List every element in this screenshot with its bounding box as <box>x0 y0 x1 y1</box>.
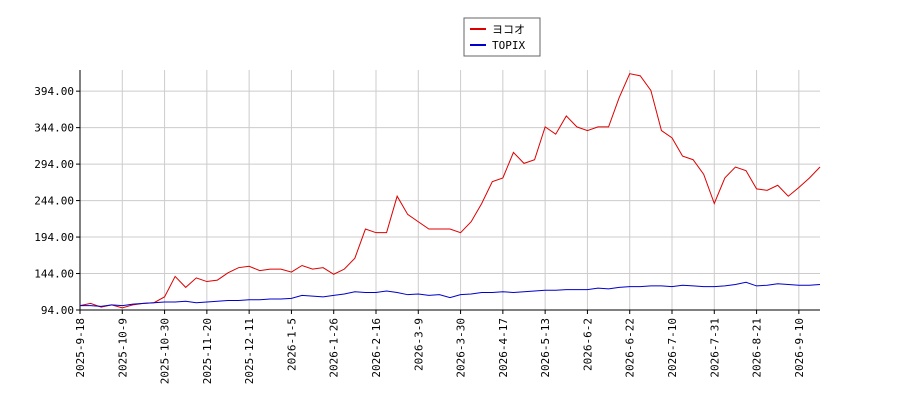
x-tick-label: 2025-9-18 <box>74 318 87 378</box>
y-tick-label: 294.00 <box>34 158 74 171</box>
x-tick-label: 2025-10-9 <box>116 318 129 378</box>
series-line <box>79 73 821 309</box>
x-tick-label: 2026-2-16 <box>370 318 383 378</box>
x-tick-label: 2026-3-9 <box>412 318 425 371</box>
y-tick-label: 244.00 <box>34 195 74 208</box>
x-tick-label: 2026-6-22 <box>624 318 637 378</box>
x-tick-label: 2026-4-17 <box>497 318 510 378</box>
x-tick-label: 2026-7-10 <box>666 318 679 378</box>
x-tick-label: 2025-10-30 <box>159 318 172 384</box>
y-tick-label: 344.00 <box>34 122 74 135</box>
legend-label: ヨコオ <box>492 23 525 36</box>
x-tick-label: 2026-6-2 <box>581 318 594 371</box>
x-tick-label: 2025-12-11 <box>243 318 256 384</box>
y-tick-label: 194.00 <box>34 231 74 244</box>
y-tick-label: 144.00 <box>34 268 74 281</box>
x-tick-label: 2025-11-20 <box>201 318 214 384</box>
legend-label: TOPIX <box>492 39 525 52</box>
x-tick-label: 2026-3-30 <box>455 318 468 378</box>
y-tick-label: 394.00 <box>34 85 74 98</box>
y-tick-label: 94.00 <box>41 304 74 317</box>
x-tick-label: 2026-8-21 <box>751 318 764 378</box>
legend-box <box>463 17 541 57</box>
x-tick-label: 2026-9-10 <box>793 318 806 378</box>
x-tick-label: 2026-5-13 <box>539 318 552 378</box>
x-tick-label: 2026-1-26 <box>328 318 341 378</box>
x-tick-label: 2026-1-5 <box>285 318 298 371</box>
x-tick-label: 2026-7-31 <box>708 318 721 378</box>
series-line <box>80 281 821 307</box>
